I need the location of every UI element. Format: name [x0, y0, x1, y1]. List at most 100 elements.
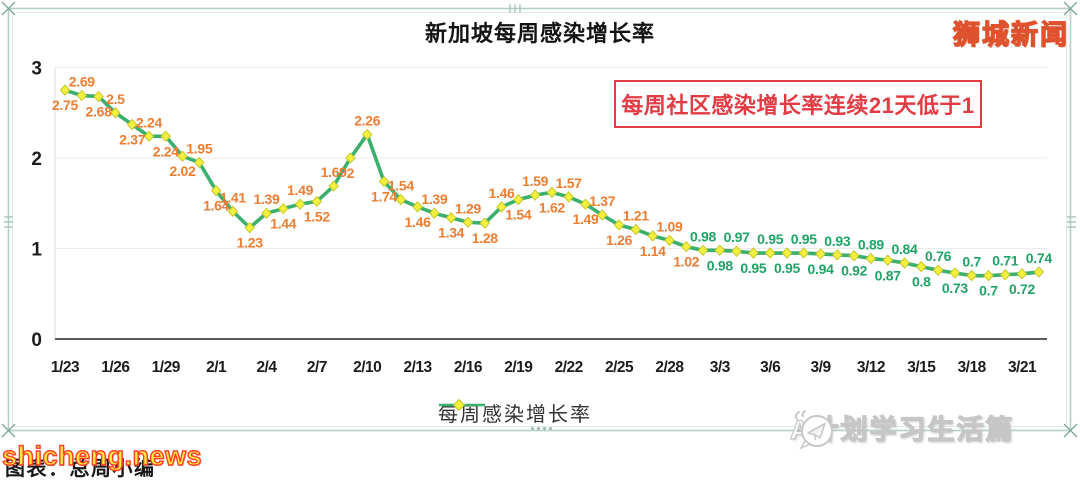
svg-text:2.24: 2.24: [153, 143, 180, 159]
svg-text:3/9: 3/9: [811, 359, 832, 376]
frame-corner-ornaments: [1, 1, 1078, 438]
svg-text:2.69: 2.69: [69, 74, 96, 90]
svg-text:1.54: 1.54: [388, 178, 415, 194]
brand-watermark: 狮城新闻: [952, 19, 1069, 50]
svg-text:1.28: 1.28: [472, 230, 499, 246]
shicheng-watermark: shicheng.news: [1, 440, 203, 471]
svg-text:1.39: 1.39: [421, 191, 448, 207]
svg-text:1/26: 1/26: [101, 359, 130, 376]
svg-text:1.26: 1.26: [606, 232, 633, 248]
svg-text:1.39: 1.39: [253, 191, 280, 207]
svg-text:1.29: 1.29: [455, 200, 482, 216]
svg-text:2.5: 2.5: [106, 91, 125, 107]
svg-text:1.37: 1.37: [589, 193, 616, 209]
svg-text:0.95: 0.95: [757, 231, 784, 247]
svg-text:1.62: 1.62: [539, 199, 566, 215]
svg-text:0.92: 0.92: [841, 263, 868, 279]
y-axis-labels: 3 2 1 0: [31, 59, 42, 352]
paper-plane-logo-icon: [794, 410, 833, 450]
source-caption: 图表：总周小编: [5, 458, 156, 480]
svg-text:0.71: 0.71: [992, 253, 1019, 269]
svg-text:1.02: 1.02: [673, 254, 700, 270]
svg-text:3/6: 3/6: [760, 359, 781, 376]
chart-title: 新加坡每周感染增长率: [424, 21, 655, 46]
svg-text:0.89: 0.89: [858, 236, 885, 252]
series-markers: [59, 84, 1045, 282]
svg-text:1.52: 1.52: [304, 208, 331, 224]
plot-area: 3 2 1 0 1/23 1/26 1/29 2/1 2/4 2/7 2/10 2/13 2/16 2/1…: [31, 59, 1052, 377]
svg-text:3/15: 3/15: [907, 359, 936, 376]
svg-text:1.95: 1.95: [186, 141, 213, 157]
svg-text:2/7: 2/7: [307, 359, 327, 376]
svg-text:3/12: 3/12: [857, 359, 885, 376]
svg-text:0.95: 0.95: [740, 260, 767, 276]
svg-text:1.59: 1.59: [522, 173, 549, 189]
svg-text:2: 2: [31, 149, 42, 170]
svg-text:1.64: 1.64: [203, 198, 230, 214]
svg-text:1.49: 1.49: [572, 211, 599, 227]
svg-text:1: 1: [31, 240, 42, 261]
svg-text:1.46: 1.46: [405, 214, 432, 230]
svg-text:2/16: 2/16: [454, 359, 483, 376]
svg-text:2/1: 2/1: [206, 359, 227, 376]
annotation-box: 每周社区感染增长率连续21天低于1: [614, 80, 982, 128]
svg-text:2/22: 2/22: [555, 359, 583, 376]
svg-text:0.98: 0.98: [690, 228, 717, 244]
svg-text:3/18: 3/18: [958, 359, 987, 376]
x-axis-labels: 1/23 1/26 1/29 2/1 2/4 2/7 2/10 2/13 2/16 2/19 2/2…: [51, 359, 1038, 376]
gridlines: [54, 67, 1047, 339]
svg-text:0.7: 0.7: [962, 254, 981, 270]
svg-text:1.23: 1.23: [237, 235, 264, 251]
svg-text:2/28: 2/28: [655, 359, 684, 376]
svg-text:0.95: 0.95: [791, 231, 818, 247]
legend-label: 每周感染增长率: [438, 404, 592, 426]
svg-text:0.7: 0.7: [979, 283, 998, 299]
annotation-text: 每周社区感染增长率连续21天低于1: [621, 93, 975, 118]
svg-text:1.57: 1.57: [556, 175, 583, 191]
svg-text:1.74: 1.74: [371, 189, 398, 205]
frame-mid-ornaments: [4, 4, 1076, 228]
svg-text:1.44: 1.44: [270, 216, 297, 232]
svg-text:2/4: 2/4: [256, 359, 277, 376]
legend-line-diamond-icon: [439, 398, 485, 412]
svg-text:2.37: 2.37: [119, 132, 146, 148]
svg-text:0.73: 0.73: [942, 280, 969, 296]
svg-text:0.97: 0.97: [724, 229, 751, 245]
svg-text:1.34: 1.34: [438, 225, 465, 241]
svg-text:0.95: 0.95: [774, 260, 801, 276]
svg-text:2: 2: [347, 165, 355, 181]
svg-text:0: 0: [31, 330, 42, 351]
svg-text:1.46: 1.46: [489, 185, 516, 201]
svg-text:0.74: 0.74: [1026, 250, 1053, 266]
decor-frame: [1, 1, 1078, 438]
svg-text:1.14: 1.14: [640, 243, 667, 259]
svg-text:0.87: 0.87: [875, 267, 902, 283]
svg-text:2.02: 2.02: [169, 163, 196, 179]
svg-text:2/13: 2/13: [404, 359, 433, 376]
svg-text:1/23: 1/23: [51, 359, 80, 376]
svg-text:0.72: 0.72: [1009, 281, 1036, 297]
svg-text:3/21: 3/21: [1008, 359, 1037, 376]
svg-text:1.69: 1.69: [321, 164, 348, 180]
chart-legend: 每周感染增长率: [438, 398, 592, 427]
data-labels: 2.752.692.682.52.372.242.242.021.951.641…: [52, 74, 1053, 299]
svg-text:2.26: 2.26: [354, 112, 381, 128]
svg-text:1.54: 1.54: [505, 207, 532, 223]
svg-text:0.76: 0.76: [925, 248, 952, 264]
svg-text:1/29: 1/29: [152, 359, 181, 376]
svg-text:2.68: 2.68: [86, 103, 113, 119]
svg-text:0.98: 0.98: [707, 257, 734, 273]
svg-text:0.93: 0.93: [824, 233, 851, 249]
svg-text:1.21: 1.21: [623, 207, 650, 223]
svg-text:1.41: 1.41: [220, 189, 247, 205]
svg-text:0.84: 0.84: [891, 241, 918, 257]
svg-text:2/25: 2/25: [605, 359, 634, 376]
frame-bottom-dots: [531, 427, 552, 430]
svg-text:0.94: 0.94: [808, 261, 835, 277]
svg-text:2/10: 2/10: [353, 359, 381, 376]
svg-text:1.49: 1.49: [287, 182, 314, 198]
svg-text:2/19: 2/19: [504, 359, 533, 376]
svg-text:0.8: 0.8: [912, 274, 931, 290]
